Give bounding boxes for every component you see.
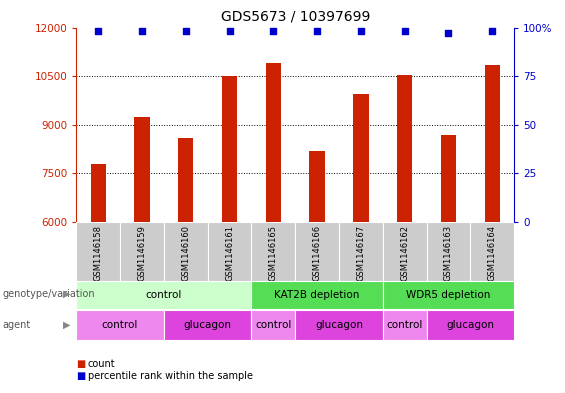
Bar [383,310,427,340]
Text: control: control [102,320,138,330]
Bar [251,310,295,340]
Bar [222,76,237,222]
Bar [427,310,514,340]
Text: count: count [88,358,115,369]
Text: ■: ■ [76,371,85,382]
Text: control: control [386,320,423,330]
Text: percentile rank within the sample: percentile rank within the sample [88,371,253,382]
Bar [208,222,251,281]
Text: glucagon: glucagon [184,320,232,330]
Bar [310,151,325,222]
Text: GSM1146159: GSM1146159 [137,225,146,281]
Text: GSM1146163: GSM1146163 [444,225,453,281]
Bar [295,222,339,281]
Bar [295,310,383,340]
Text: WDR5 depletion: WDR5 depletion [406,290,490,300]
Point [488,28,497,35]
Bar [339,222,383,281]
Point [312,28,321,35]
Bar [353,94,368,222]
Bar [76,310,164,340]
Text: GSM1146162: GSM1146162 [400,225,409,281]
Text: GSM1146164: GSM1146164 [488,225,497,281]
Text: glucagon: glucagon [446,320,494,330]
Title: GDS5673 / 10397699: GDS5673 / 10397699 [220,9,370,24]
Text: GSM1146158: GSM1146158 [94,225,103,281]
Bar [485,65,500,222]
Bar [251,281,383,309]
Bar [76,281,251,309]
Text: GSM1146160: GSM1146160 [181,225,190,281]
Bar [427,222,470,281]
Text: GSM1146165: GSM1146165 [269,225,278,281]
Bar [120,222,164,281]
Text: control: control [255,320,292,330]
Bar [90,164,106,222]
Bar [266,63,281,222]
Bar [397,75,412,222]
Text: ■: ■ [76,358,85,369]
Text: ▶: ▶ [63,320,71,330]
Point [357,28,366,35]
Text: GSM1146166: GSM1146166 [312,225,321,281]
Bar [470,222,514,281]
Point [94,28,103,35]
Text: genotype/variation: genotype/variation [3,289,95,299]
Bar [383,222,427,281]
Point [225,28,234,35]
Point [137,28,146,35]
Bar [134,117,150,222]
Text: GSM1146161: GSM1146161 [225,225,234,281]
Text: KAT2B depletion: KAT2B depletion [275,290,360,300]
Bar [383,281,514,309]
Text: ▶: ▶ [63,289,71,299]
Bar [178,138,193,222]
Bar [251,222,295,281]
Bar [164,222,208,281]
Point [269,28,278,35]
Text: control: control [146,290,182,300]
Text: GSM1146167: GSM1146167 [357,225,366,281]
Bar [76,222,120,281]
Bar [441,134,456,222]
Text: agent: agent [3,320,31,330]
Point [181,28,190,35]
Bar [164,310,251,340]
Point [400,28,409,35]
Text: glucagon: glucagon [315,320,363,330]
Point [444,30,453,37]
